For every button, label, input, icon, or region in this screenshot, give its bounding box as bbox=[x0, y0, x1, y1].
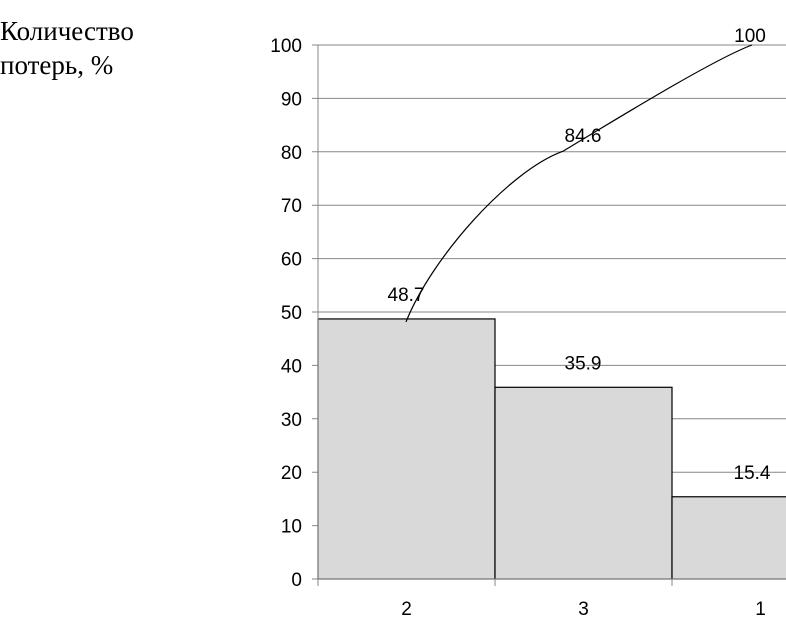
x-tick-label-1: 1 bbox=[755, 599, 766, 620]
axes bbox=[317, 45, 786, 586]
y-tick-label-60: 60 bbox=[281, 250, 302, 271]
bar-1 bbox=[671, 496, 786, 580]
bar-value-label-2: 48.7 bbox=[388, 285, 425, 306]
x-tick-label-2: 2 bbox=[401, 599, 412, 620]
y-tick-label-0: 0 bbox=[291, 570, 302, 591]
y-tick-labels: 0 10 20 30 40 50 60 70 80 90 100 bbox=[270, 36, 302, 591]
bar-value-label-1: 15.4 bbox=[734, 463, 771, 484]
cumulative-line bbox=[405, 44, 753, 323]
y-tick-label-30: 30 bbox=[281, 410, 302, 431]
y-tick-label-40: 40 bbox=[281, 356, 302, 377]
y-tick-label-90: 90 bbox=[281, 89, 302, 110]
cumulative-curve bbox=[405, 44, 753, 323]
y-tick-label-50: 50 bbox=[281, 303, 302, 324]
bar-value-label-3: 35.9 bbox=[565, 353, 602, 374]
y-tick-label-80: 80 bbox=[281, 143, 302, 164]
bars bbox=[317, 318, 786, 580]
y-axis-label-line1: Количество bbox=[0, 16, 134, 46]
y-tick-label-10: 10 bbox=[281, 517, 302, 538]
y-tick-label-20: 20 bbox=[281, 463, 302, 484]
x-tick-labels: 2 3 1 bbox=[401, 599, 766, 620]
y-tick-label-100: 100 bbox=[270, 36, 302, 57]
y-tick-label-70: 70 bbox=[281, 196, 302, 217]
x-tick-label-3: 3 bbox=[578, 599, 589, 620]
y-axis-label-line2: потерь, % bbox=[0, 50, 114, 80]
bar-3 bbox=[494, 386, 673, 580]
cumulative-value-label-1: 84.6 bbox=[565, 126, 602, 147]
data-labels: 48.7 35.9 15.4 84.6 100 bbox=[388, 26, 771, 484]
y-axis-label: Количество потерь, % bbox=[0, 14, 170, 82]
cumulative-value-label-2: 100 bbox=[734, 26, 766, 47]
bar-2 bbox=[317, 318, 496, 580]
